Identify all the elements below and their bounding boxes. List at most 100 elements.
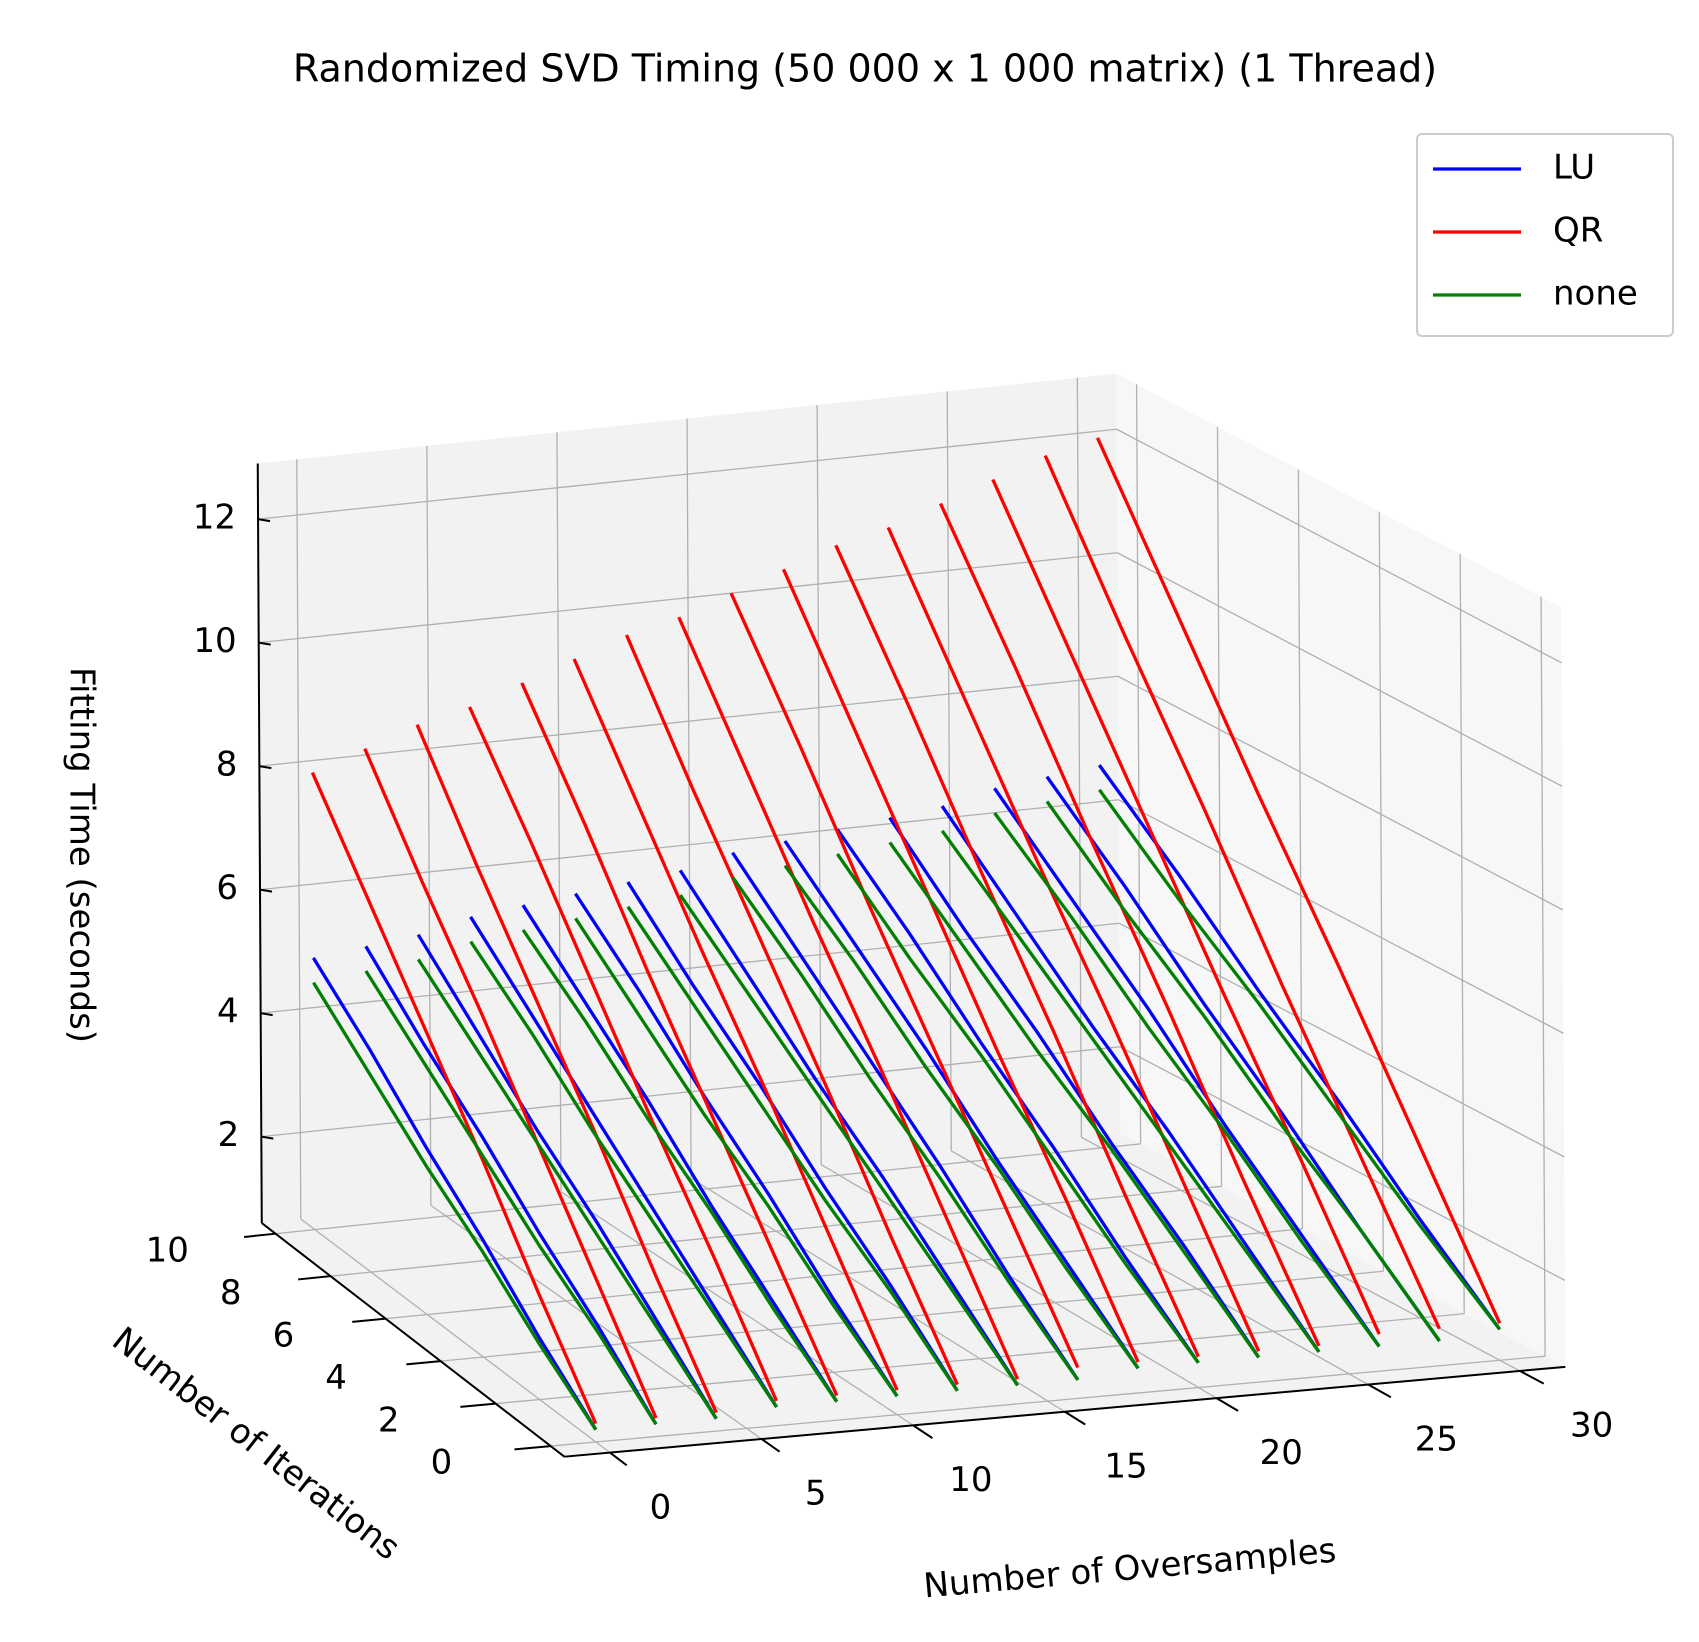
legend-box [1416, 133, 1674, 337]
grid-line [1117, 552, 1563, 787]
data-line [993, 812, 1381, 1348]
z-axis [256, 463, 263, 1224]
data-line [469, 940, 778, 1409]
data-line [940, 829, 1321, 1353]
y-tick-label: 2 [378, 1400, 400, 1440]
data-line [415, 724, 718, 1414]
z-tick [258, 641, 271, 646]
z-tick [260, 1012, 273, 1017]
data-line [888, 841, 1261, 1359]
y-tick [352, 1317, 386, 1323]
data-line [572, 658, 899, 1391]
data-line [469, 916, 778, 1408]
chart-title: Randomized SVD Timing (50 000 x 1 000 ma… [293, 47, 1437, 91]
grid-line [816, 404, 822, 1165]
legend-label: none [1553, 274, 1638, 314]
grid-line [260, 922, 1120, 1014]
data-line [521, 928, 839, 1403]
x-tick-label: 15 [1104, 1446, 1147, 1486]
data-line [416, 958, 718, 1420]
data-line [574, 917, 899, 1398]
y-tick-label: 10 [146, 1230, 189, 1270]
y-tick-label: 6 [273, 1315, 295, 1355]
legend-label: QR [1553, 211, 1603, 251]
x-tick [1216, 1397, 1239, 1412]
grid-line [330, 1185, 1222, 1277]
legend-label: LU [1553, 148, 1595, 188]
data-line [731, 876, 1080, 1381]
data-line [731, 851, 1080, 1381]
z-tick-label: 6 [216, 868, 238, 908]
z-tick-label: 12 [193, 498, 236, 538]
grid-line [556, 432, 562, 1192]
x-tick [609, 1451, 628, 1467]
grid-line [1378, 511, 1384, 1272]
data-line [364, 970, 658, 1426]
data-line [834, 544, 1200, 1358]
x-tick-label: 20 [1260, 1433, 1303, 1473]
data-line [1045, 800, 1441, 1342]
data-line [677, 616, 1020, 1380]
data-line [626, 905, 959, 1392]
data-line [729, 592, 1080, 1369]
data-line [1097, 764, 1502, 1331]
data-line [888, 816, 1261, 1359]
grid-line [258, 552, 1118, 644]
y-axis-label: Number of Iterations [105, 1319, 408, 1568]
data-line [781, 568, 1140, 1363]
data-line [310, 771, 598, 1425]
x-axis-label: Number of Oversamples [922, 1531, 1338, 1607]
z-tick-label: 2 [218, 1115, 240, 1155]
grid-line [296, 459, 302, 1219]
z-tick [257, 518, 271, 523]
data-line [783, 864, 1140, 1370]
data-line [312, 981, 598, 1431]
data-line [626, 881, 959, 1392]
data-line [520, 682, 839, 1397]
data-line [1098, 788, 1502, 1331]
side-pane [1116, 373, 1566, 1367]
data-line [678, 869, 1019, 1387]
grid-line [385, 1228, 1303, 1320]
grid-line [257, 428, 1117, 520]
grid-line [1118, 799, 1564, 1034]
z-tick-label: 10 [193, 621, 236, 661]
x-tick-label: 5 [805, 1474, 827, 1514]
y-tick [514, 1445, 551, 1451]
x-tick-label: 0 [650, 1487, 672, 1527]
x-tick-label: 30 [1570, 1406, 1613, 1446]
data-line [363, 748, 658, 1419]
data-line [783, 840, 1140, 1370]
data-line [938, 502, 1321, 1347]
x-tick [760, 1438, 781, 1453]
grid-line [1297, 469, 1304, 1229]
data-line [1043, 454, 1441, 1330]
data-line [467, 706, 779, 1402]
z-tick-label: 4 [217, 992, 239, 1032]
x-tick [1367, 1383, 1392, 1399]
grid-line [300, 1218, 611, 1454]
grid-line [1116, 428, 1562, 664]
y-tick [406, 1360, 441, 1366]
data-line [416, 933, 718, 1420]
data-line [311, 957, 598, 1431]
data-line [624, 634, 959, 1386]
z-tick [259, 888, 273, 893]
x-tick [1064, 1410, 1086, 1426]
data-line [1095, 437, 1502, 1324]
floor-pane [261, 1133, 1566, 1457]
z-tick-label: 8 [216, 745, 238, 785]
grid-line [550, 1355, 1546, 1447]
grid-line [1119, 1046, 1566, 1281]
grid-line [1459, 554, 1465, 1314]
grid-line [690, 1177, 1066, 1413]
y-tick [243, 1232, 276, 1238]
y-tick-label: 4 [325, 1358, 347, 1398]
data-line [940, 805, 1321, 1353]
data-line [521, 904, 839, 1403]
grid-line [1540, 596, 1546, 1357]
x-tick-label: 10 [949, 1460, 992, 1500]
z-tick [261, 1135, 274, 1140]
